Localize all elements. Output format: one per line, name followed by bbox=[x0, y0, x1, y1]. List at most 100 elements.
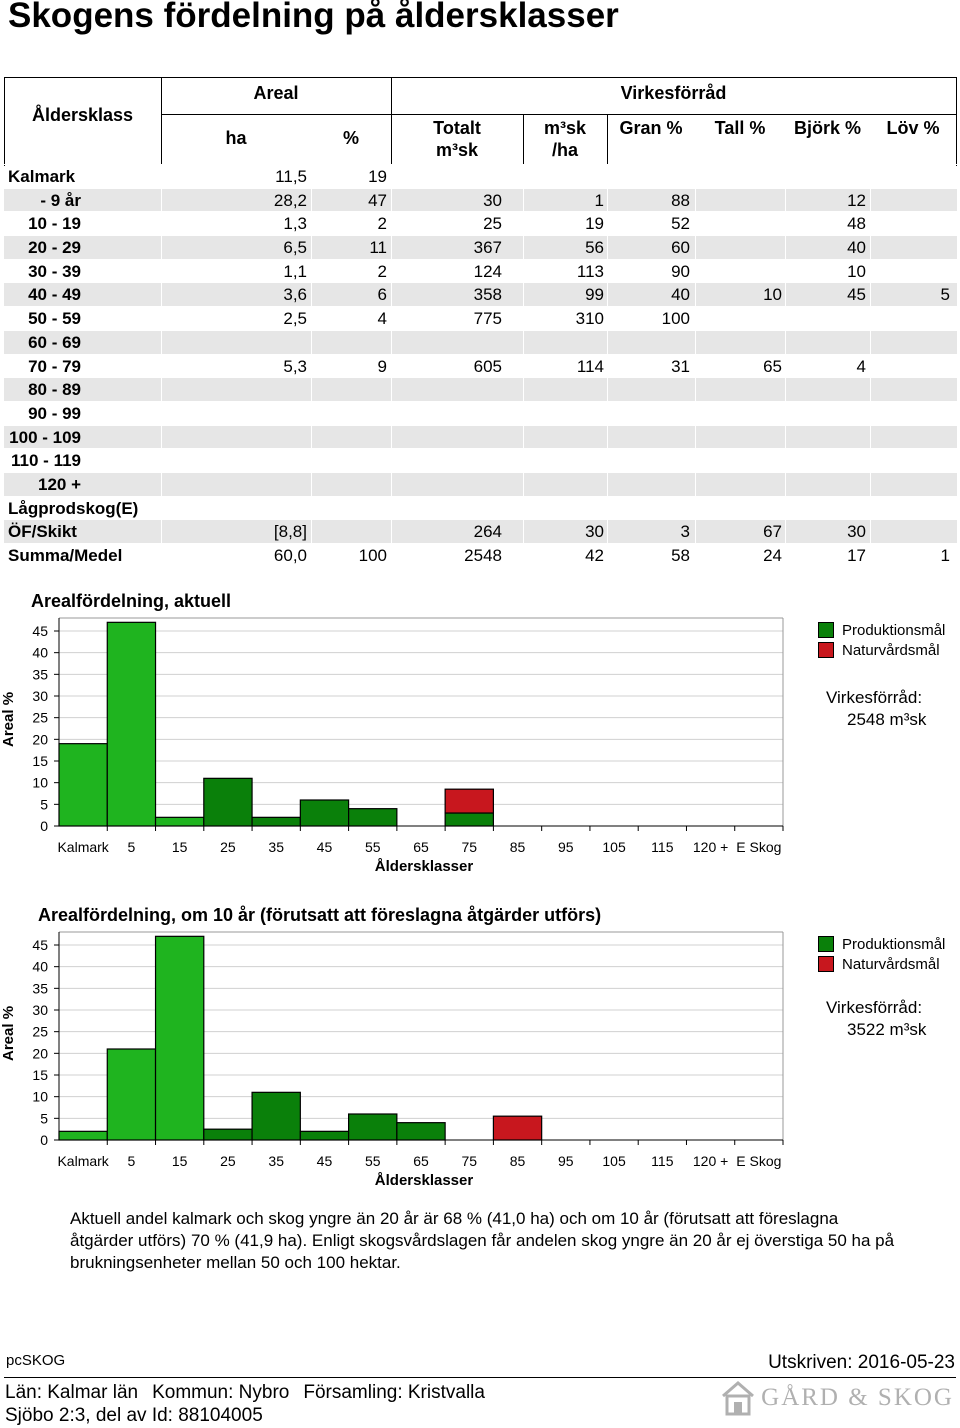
bar-prod bbox=[154, 816, 205, 827]
x-tick-label: Kalmark bbox=[57, 839, 109, 855]
column-separator bbox=[161, 307, 162, 330]
column-separator bbox=[695, 330, 696, 354]
municipality: Kommun: Nybro bbox=[152, 1382, 290, 1403]
county: Län: Kalmar län bbox=[5, 1382, 139, 1403]
column-separator bbox=[607, 472, 608, 496]
cell-totalt: 605 bbox=[473, 356, 502, 376]
cell-gran: 60 bbox=[671, 238, 690, 258]
column-separator bbox=[311, 330, 312, 354]
row-label: Summa/Medel bbox=[8, 546, 123, 565]
column-separator bbox=[785, 259, 786, 283]
column-separator bbox=[311, 496, 312, 520]
cell-pct: 19 bbox=[368, 167, 387, 186]
column-separator bbox=[523, 259, 524, 283]
y-tick-label: 25 bbox=[32, 1024, 48, 1040]
logo-text: GÅRD & SKOG bbox=[761, 1384, 954, 1411]
column-separator bbox=[607, 496, 608, 520]
column-separator bbox=[523, 378, 524, 401]
header-virkesforrad: Virkesförråd bbox=[620, 83, 727, 103]
column-separator bbox=[695, 165, 696, 188]
column-separator bbox=[161, 236, 162, 259]
column-separator bbox=[870, 307, 871, 330]
location-info: Län: Kalmar län Kommun: Nybro Församling: … bbox=[5, 1381, 499, 1427]
x-tick-label: 105 bbox=[602, 839, 626, 855]
cell-bjork: 17 bbox=[847, 546, 866, 565]
legend-swatch-prod bbox=[818, 936, 834, 952]
column-separator bbox=[523, 165, 524, 188]
x-tick-label: 95 bbox=[558, 839, 574, 855]
x-tick-label: 75 bbox=[461, 1153, 477, 1169]
header-totalt: Totalt bbox=[433, 118, 481, 138]
x-tick-label: 35 bbox=[268, 1153, 284, 1169]
x-tick-label: 45 bbox=[317, 1153, 333, 1169]
legend-label-natur: Naturvårdsmål bbox=[842, 641, 940, 659]
cell-bjork: 12 bbox=[847, 190, 866, 210]
cell-ha: 3,6 bbox=[283, 285, 307, 305]
column-separator bbox=[870, 544, 871, 567]
table-row: Kalmark 11,5 19 bbox=[4, 164, 957, 188]
bar-prod bbox=[348, 1113, 398, 1141]
column-separator bbox=[161, 425, 162, 449]
legend-item-prod: Produktionsmål bbox=[818, 620, 945, 640]
column-separator bbox=[161, 259, 162, 283]
column-separator bbox=[161, 283, 162, 307]
column-separator bbox=[870, 283, 871, 307]
table-row: - 9 år 28,2 47 30 1 88 12 bbox=[4, 187, 957, 212]
column-separator bbox=[523, 307, 524, 330]
cell-pct: 47 bbox=[368, 190, 387, 210]
age-note: Aktuell andel kalmark och skog yngre än … bbox=[70, 1209, 895, 1272]
bar-prod bbox=[58, 743, 108, 827]
column-separator bbox=[607, 259, 608, 283]
header-tall: Tall % bbox=[714, 118, 766, 138]
y-tick-label: 0 bbox=[40, 1132, 48, 1148]
column-separator bbox=[523, 236, 524, 259]
cell-totalt: 775 bbox=[473, 309, 502, 329]
row-label: 120 + bbox=[37, 474, 81, 494]
row-label: 50 - 59 bbox=[28, 309, 81, 329]
cell-gran: 52 bbox=[671, 214, 690, 234]
cell-tall: 65 bbox=[763, 356, 782, 376]
column-separator bbox=[523, 212, 524, 236]
table-row: 20 - 29 6,5 11 367 56 60 40 bbox=[4, 235, 957, 259]
table-row: 110 - 119 bbox=[4, 448, 957, 472]
cell-m3ha: 310 bbox=[575, 309, 604, 329]
column-separator bbox=[523, 283, 524, 307]
column-separator bbox=[161, 378, 162, 401]
legend: Produktionsmål Naturvårdsmål bbox=[818, 620, 945, 660]
column-separator bbox=[523, 544, 524, 567]
cell-totalt: 358 bbox=[473, 285, 502, 305]
x-tick-label: 65 bbox=[413, 839, 429, 855]
x-tick-label: 120 + bbox=[693, 1153, 728, 1169]
column-separator bbox=[607, 188, 608, 212]
row-label: 80 - 89 bbox=[28, 380, 81, 400]
table-row: 90 - 99 bbox=[4, 400, 957, 425]
column-separator bbox=[161, 496, 162, 520]
column-separator bbox=[870, 354, 871, 378]
column-separator bbox=[161, 401, 162, 425]
x-tick-label: 35 bbox=[268, 839, 284, 855]
column-separator bbox=[161, 449, 162, 472]
bar-prod bbox=[444, 812, 494, 827]
x-tick-label: 5 bbox=[128, 839, 136, 855]
column-separator bbox=[161, 520, 162, 543]
cell-gran: 40 bbox=[671, 285, 690, 305]
column-separator bbox=[607, 236, 608, 259]
cell-pct: 11 bbox=[369, 238, 387, 258]
legend-swatch-prod bbox=[818, 622, 834, 638]
column-separator bbox=[391, 236, 392, 259]
cell-tall: 24 bbox=[763, 546, 782, 565]
cell-bjork: 4 bbox=[856, 356, 866, 376]
x-tick-label: E Skog bbox=[736, 839, 781, 855]
column-separator bbox=[870, 236, 871, 259]
cell-m3ha: 42 bbox=[585, 546, 604, 565]
cell-pct: 9 bbox=[377, 356, 387, 376]
column-separator bbox=[161, 188, 162, 212]
row-label: 70 - 79 bbox=[28, 356, 81, 376]
cell-ha: 28,2 bbox=[273, 190, 307, 210]
bar-chart: 0 5 10 15 20 25 30 35 40 45 Kalmark 5 15 25 35 45 55 65 75… bbox=[32, 931, 784, 1189]
column-separator bbox=[607, 425, 608, 449]
gard-skog-logo: GÅRD & SKOG bbox=[721, 1380, 954, 1416]
x-tick-label: 115 bbox=[651, 839, 674, 855]
y-tick-label: 10 bbox=[32, 1089, 48, 1105]
column-separator bbox=[695, 472, 696, 496]
